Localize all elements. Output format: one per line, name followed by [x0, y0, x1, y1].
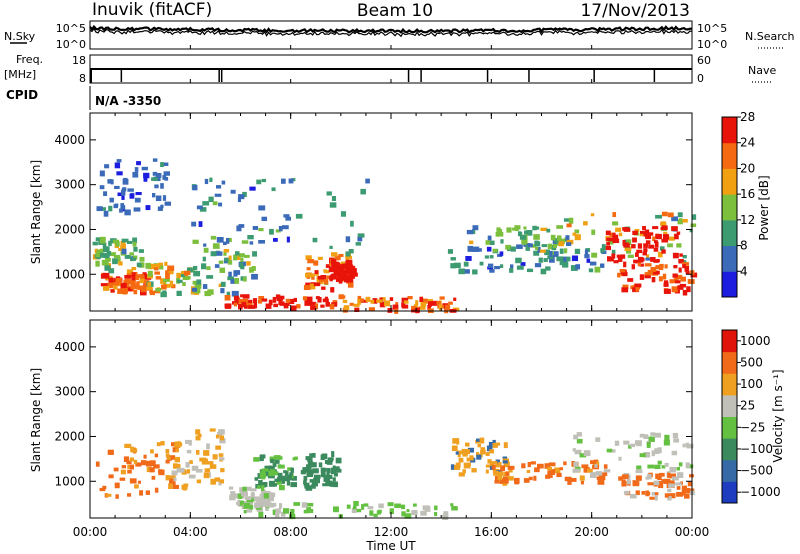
vel-cbar-seg-0 — [722, 481, 737, 504]
power-cbar-label-5: 24 — [740, 136, 755, 150]
nsky-right-tick-bottom: 10^0 — [697, 38, 727, 51]
vel-cbar-seg-6 — [722, 351, 737, 374]
nave-label: Nave — [748, 64, 776, 77]
nsky-right-tick-top: 10^5 — [697, 22, 727, 35]
power-ylabel: Slant Range [km] — [29, 160, 43, 264]
freq-panel: Freq. [MHz] 18 8 60 0 Nave — [4, 53, 776, 85]
power-cbar-seg-0 — [722, 271, 737, 298]
nsearch-label: N.Search — [745, 30, 795, 43]
nave-tick-bottom: 0 — [697, 72, 704, 85]
vel-cbar-label-4: −25 — [740, 420, 765, 434]
vel-cbar-seg-7 — [722, 330, 737, 353]
vel-cbar-label-7: −1000 — [740, 485, 781, 499]
vel-yticks-tick-3: 4000 — [54, 340, 85, 354]
vel-cbar-label-3: 25 — [740, 399, 755, 413]
power-cbar-seg-6 — [722, 117, 737, 144]
station-title: Inuvik (fitACF) — [92, 0, 212, 20]
vel-cbar-seg-4 — [722, 394, 737, 417]
freq-tick-bottom: 8 — [79, 72, 86, 85]
power-panel: 1000 2000 3000 4000 Slant Range [km] 4 8 12 16… — [29, 110, 771, 314]
beam-title: Beam 10 — [357, 1, 433, 21]
nave-tick-top: 60 — [697, 54, 711, 67]
power-yticks-tick-0: 1000 — [54, 267, 85, 281]
freq-tick-top: 18 — [72, 54, 86, 67]
nsearch-trace — [89, 27, 693, 38]
power-cbar-label-4: 20 — [740, 161, 755, 175]
power-yticks-tick-3: 4000 — [54, 133, 85, 147]
power-cbar-seg-3 — [722, 194, 737, 221]
vel-yticks-tick-0: 1000 — [54, 474, 85, 488]
time-tick-6: 00:00 — [675, 525, 710, 539]
nsky-label: N.Sky — [4, 30, 36, 43]
time-tick-0: 00:00 — [73, 525, 108, 539]
power-cbar-seg-5 — [722, 142, 737, 169]
power-cbar-label-2: 12 — [740, 213, 755, 227]
power-cbar-label-3: 16 — [740, 187, 755, 201]
vel-cbar-label-1: 500 — [740, 355, 763, 369]
velocity-y-axis: 1000 2000 3000 4000 — [54, 340, 692, 488]
vel-yticks-tick-2: 3000 — [54, 385, 85, 399]
vel-cbar-label-0: 1000 — [740, 334, 771, 348]
freq-label: Freq. — [16, 53, 43, 66]
power-cbar-label-0: 4 — [740, 264, 748, 278]
time-axis: 00:00 04:00 08:00 12:00 16:00 20:00 00:00 — [73, 45, 710, 539]
cpid-value: N/A -3350 — [95, 94, 161, 108]
power-cbar-seg-4 — [722, 168, 737, 195]
time-tick-3: 12:00 — [374, 525, 409, 539]
freq-steps — [90, 69, 656, 83]
date-title: 17/Nov/2013 — [580, 1, 690, 21]
power-cbar-seg-2 — [722, 219, 737, 247]
power-y-axis: 1000 2000 3000 4000 — [54, 133, 692, 281]
time-tick-5: 20:00 — [574, 525, 609, 539]
time-axis-label: Time UT — [365, 539, 416, 553]
power-scatter — [92, 158, 698, 314]
power-cbar-label-1: 8 — [740, 239, 748, 253]
vel-cbar-label-5: −100 — [740, 442, 773, 456]
time-tick-1: 04:00 — [173, 525, 208, 539]
power-colorbar: 4 8 12 16 20 24 28 — [721, 110, 755, 298]
nsky-trace — [89, 24, 692, 34]
nsky-panel: N.Sky 10^5 10^0 10^5 10^0 N.Search — [4, 20, 795, 51]
power-cbar-seg-1 — [722, 245, 737, 272]
power-colorbar-label: Power [dB] — [757, 175, 771, 240]
time-tick-4: 16:00 — [474, 525, 509, 539]
nsky-left-tick-top: 10^5 — [56, 22, 86, 35]
vel-cbar-seg-5 — [722, 373, 737, 396]
power-cbar-label-6: 28 — [740, 110, 755, 124]
freq-unit: [MHz] — [4, 68, 36, 81]
power-yticks-tick-2: 3000 — [54, 178, 85, 192]
velocity-scatter — [95, 428, 695, 521]
vel-cbar-seg-2 — [722, 438, 737, 461]
velocity-panel: 1000 2000 3000 4000 Slant Range [km] 1000 50… — [29, 319, 785, 521]
nsky-left-tick-bottom: 10^0 — [56, 38, 86, 51]
vel-yticks-tick-1: 2000 — [54, 429, 85, 443]
power-yticks-tick-1: 2000 — [54, 222, 85, 236]
vel-cbar-label-2: 100 — [740, 377, 763, 391]
vel-cbar-seg-1 — [722, 459, 737, 482]
cpid-label: CPID — [6, 88, 38, 102]
velocity-ylabel: Slant Range [km] — [29, 368, 43, 472]
vel-cbar-seg-3 — [722, 416, 737, 439]
vel-cbar-label-6: −500 — [740, 464, 773, 478]
time-tick-2: 08:00 — [273, 525, 308, 539]
velocity-colorbar-label: Velocity [m s⁻¹] — [771, 369, 785, 462]
velocity-colorbar: 1000 500 100 25 −25 −100 −500 −1000 — [721, 329, 781, 504]
